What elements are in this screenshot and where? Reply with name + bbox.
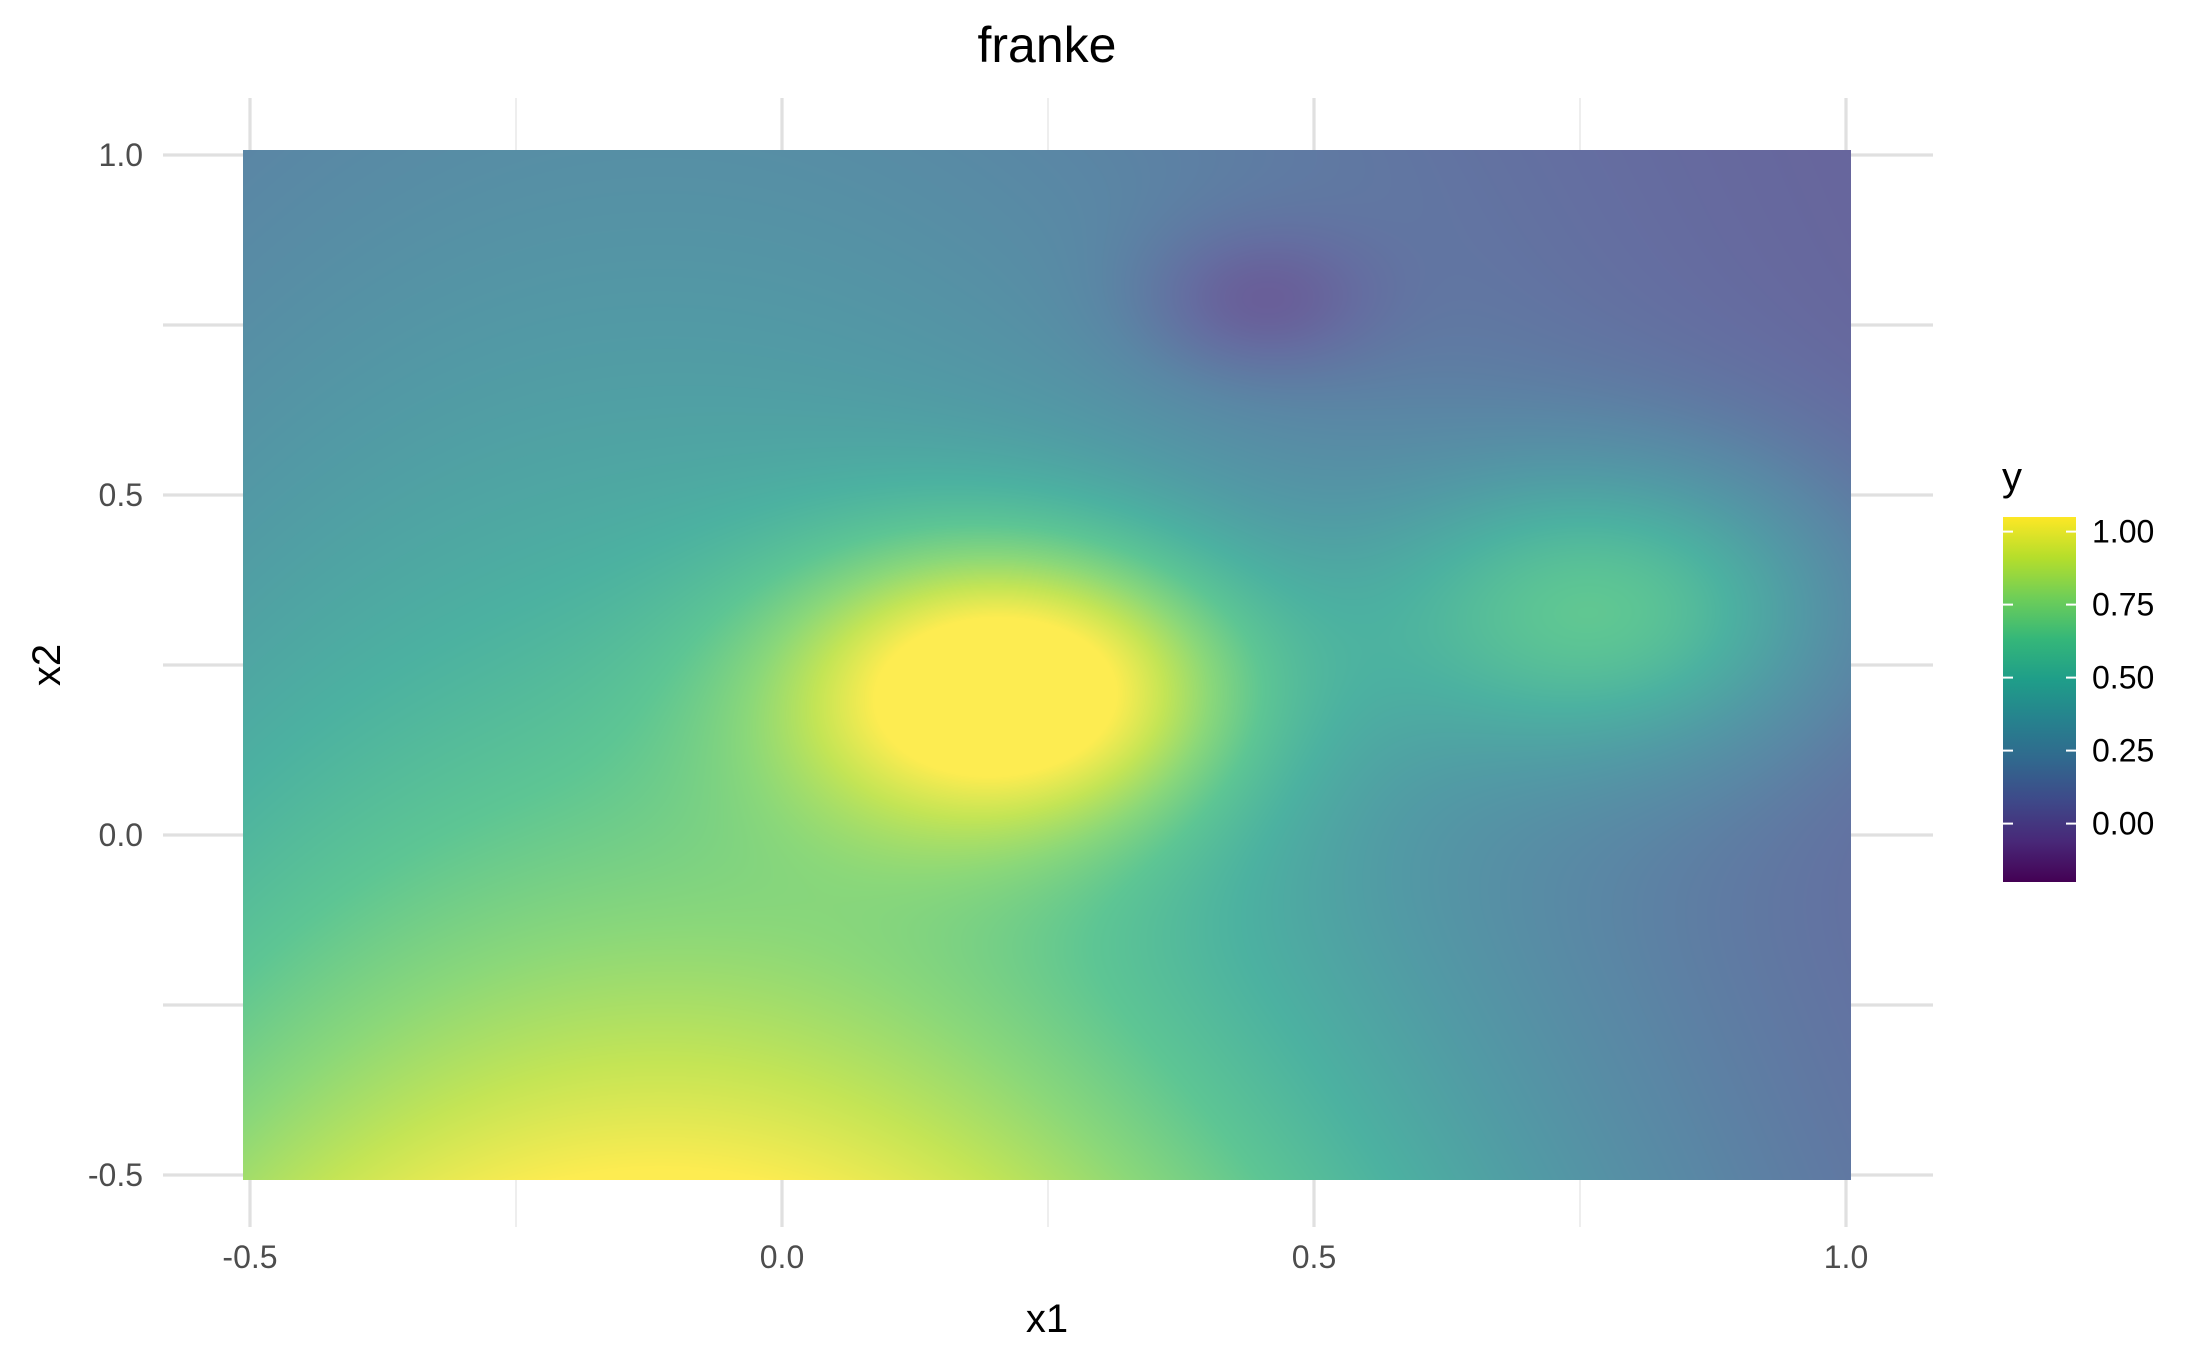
y-axis-title: x2 bbox=[25, 644, 69, 686]
y-tick-label: 0.0 bbox=[99, 817, 143, 853]
y-tick-label: 1.0 bbox=[99, 137, 143, 173]
legend-title: y bbox=[2002, 455, 2022, 499]
legend-label: 0.25 bbox=[2092, 733, 2154, 769]
x-axis-title: x1 bbox=[1026, 1297, 1068, 1341]
x-tick-label: 0.5 bbox=[1292, 1239, 1336, 1275]
y-axis-ticks: -0.5 0.0 0.5 1.0 bbox=[88, 137, 143, 1193]
legend-label: 0.75 bbox=[2092, 587, 2154, 623]
y-tick-label: -0.5 bbox=[88, 1157, 143, 1193]
heatmap-area bbox=[243, 150, 1851, 1180]
chart-title: franke bbox=[978, 17, 1117, 73]
y-tick-label: 0.5 bbox=[99, 477, 143, 513]
legend-label: 1.00 bbox=[2092, 514, 2154, 550]
legend: y 1.00 0.75 0.50 0.25 0.00 bbox=[2002, 455, 2154, 882]
x-tick-label: 1.0 bbox=[1824, 1239, 1868, 1275]
x-axis-ticks: -0.5 0.0 0.5 1.0 bbox=[222, 1239, 1868, 1275]
x-tick-label: -0.5 bbox=[222, 1239, 277, 1275]
legend-label: 0.50 bbox=[2092, 660, 2154, 696]
x-tick-label: 0.0 bbox=[760, 1239, 804, 1275]
legend-ticks: 1.00 0.75 0.50 0.25 0.00 bbox=[2003, 514, 2154, 842]
colorbar bbox=[2003, 517, 2076, 882]
legend-label: 0.00 bbox=[2092, 806, 2154, 842]
